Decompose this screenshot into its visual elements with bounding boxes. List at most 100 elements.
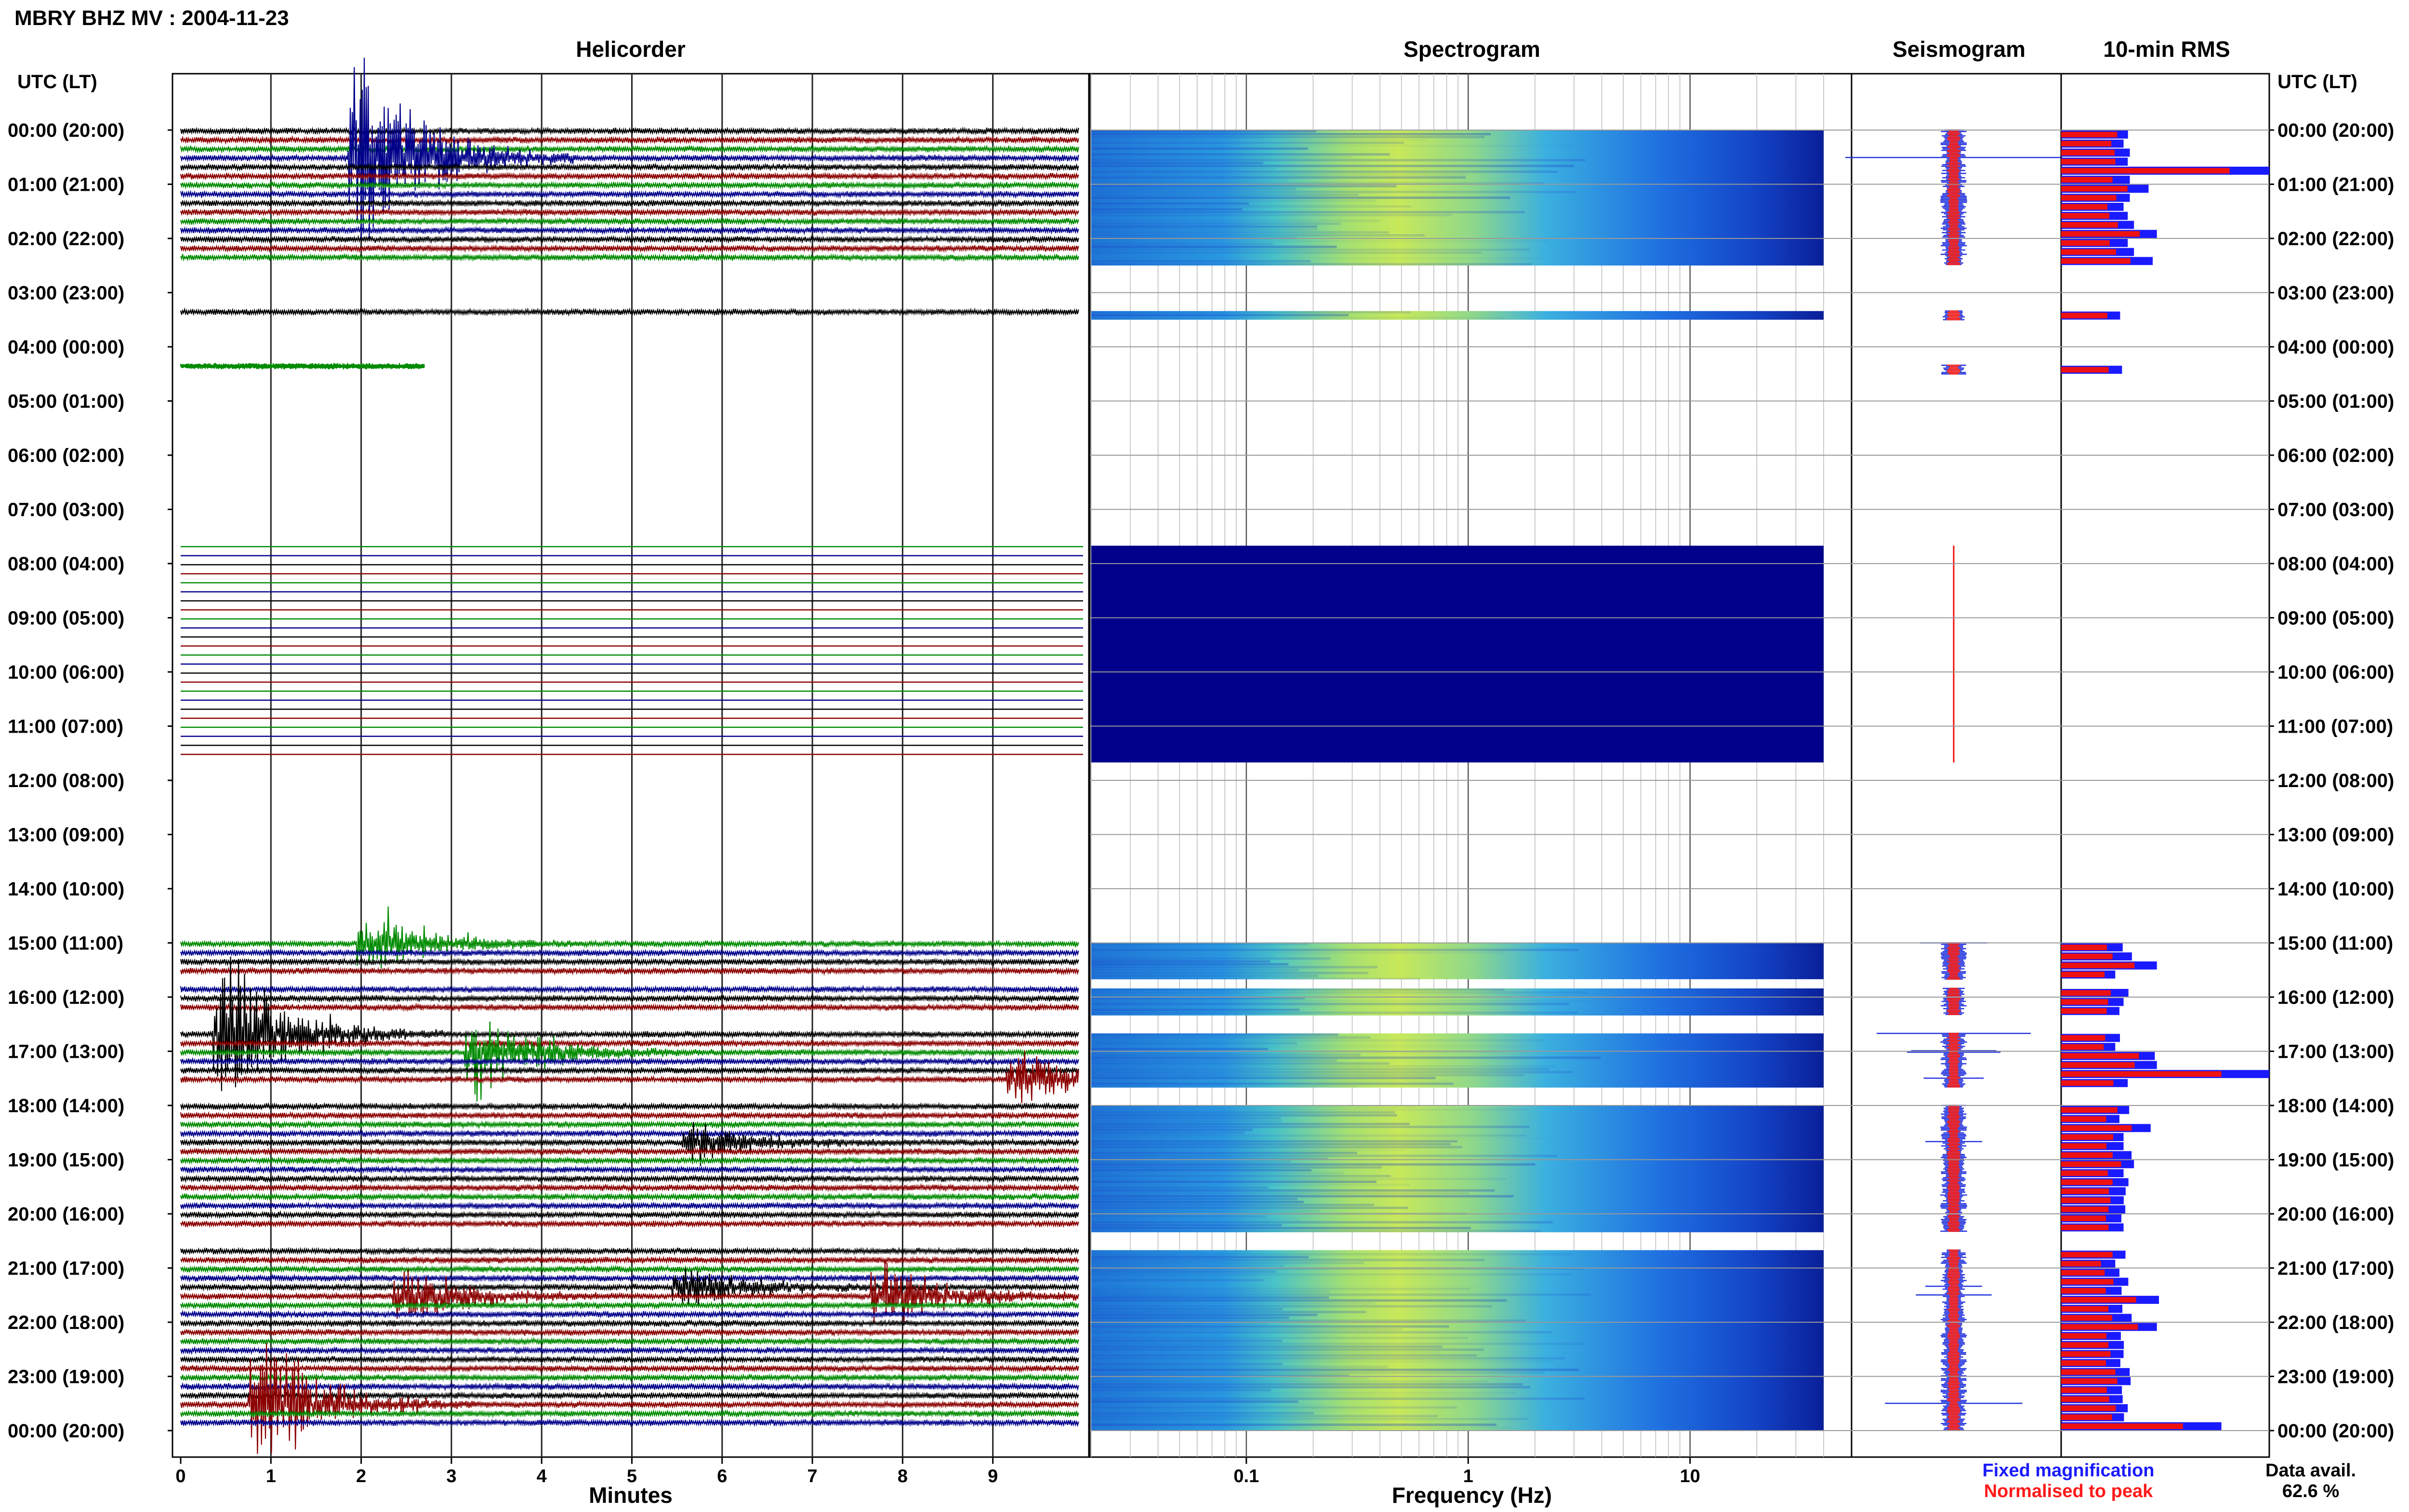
helicorder-trace bbox=[180, 1343, 1079, 1454]
spectrogram-streak bbox=[1091, 1325, 1449, 1328]
spectrogram-streak bbox=[1091, 1392, 1517, 1394]
time-label-left: 06:00 (02:00) bbox=[8, 445, 124, 466]
spectrogram-streak bbox=[1091, 943, 1309, 946]
spectrogram-streak bbox=[1091, 249, 1530, 251]
rms-bar-normalised bbox=[2061, 222, 2118, 228]
rms-bar-normalised bbox=[2061, 168, 2230, 174]
spectrogram-streak bbox=[1091, 1215, 1267, 1218]
rms-bar-normalised bbox=[2061, 1360, 2106, 1366]
seismogram-trace-normalised bbox=[1947, 1033, 1960, 1088]
spectrogram-streak bbox=[1091, 1114, 1397, 1117]
spectrogram-streak bbox=[1091, 1267, 1584, 1270]
rms-bar-normalised bbox=[2061, 186, 2128, 192]
time-label-right: 19:00 (15:00) bbox=[2277, 1150, 2394, 1171]
spectrogram-streak bbox=[1091, 1406, 1457, 1409]
rms-bar-normalised bbox=[2061, 231, 2140, 237]
spectrogram-streak bbox=[1091, 957, 1331, 960]
time-label-left: 08:00 (04:00) bbox=[8, 553, 124, 575]
spectrogram-streak bbox=[1091, 977, 1420, 980]
time-label-right: 01:00 (21:00) bbox=[2277, 174, 2394, 196]
helicorder-trace bbox=[180, 235, 1079, 244]
seismogram-trace-normalised bbox=[1947, 365, 1960, 375]
spectrogram-streak bbox=[1091, 188, 1297, 190]
rms-bar-normalised bbox=[2061, 990, 2111, 996]
spectrogram-streak bbox=[1091, 234, 1425, 237]
hour-gridlines bbox=[168, 129, 2274, 1432]
spectrogram-streak bbox=[1091, 159, 1586, 161]
spectrogram-streak bbox=[1091, 1082, 1454, 1085]
spectrogram-streak bbox=[1091, 1331, 1552, 1334]
helicorder-trace bbox=[180, 162, 1079, 172]
spectrogram-streak bbox=[1091, 179, 1289, 182]
spectrogram-streak bbox=[1091, 1065, 1556, 1068]
spectrogram-streak bbox=[1091, 1143, 1451, 1145]
time-labels: 00:00 (20:00) 00:00 (20:00) 01:00 (21:00) 0… bbox=[8, 120, 2394, 1442]
helicorder-trace bbox=[180, 1174, 1079, 1184]
spectrogram-block bbox=[1091, 130, 1824, 266]
spectrogram-streak bbox=[1091, 1221, 1553, 1223]
spectrogram-tick-label: 1 bbox=[1463, 1466, 1473, 1486]
spectrogram-streak bbox=[1091, 1328, 1403, 1331]
time-label-left: 10:00 (06:00) bbox=[8, 662, 124, 683]
spectrogram-streak bbox=[1091, 1006, 1337, 1008]
spectrogram-streak bbox=[1091, 1129, 1253, 1131]
spectrogram-streak bbox=[1091, 1314, 1318, 1316]
time-label-left: 19:00 (15:00) bbox=[8, 1150, 124, 1171]
spectrogram-streak bbox=[1091, 1163, 1535, 1166]
rms-bars bbox=[2061, 131, 2269, 1431]
spectrogram-streak bbox=[1091, 1085, 1358, 1088]
time-label-right: 23:00 (19:00) bbox=[2277, 1367, 2394, 1388]
seismogram-title: Seismogram bbox=[1893, 37, 2025, 62]
spectrogram-block bbox=[1091, 988, 1824, 1016]
spectrogram-streak bbox=[1091, 194, 1359, 196]
rms-bar-normalised bbox=[2061, 240, 2110, 246]
rms-bar-normalised bbox=[2061, 1378, 2118, 1384]
spectrogram-streak bbox=[1091, 314, 1349, 316]
spectrogram-streak bbox=[1091, 948, 1579, 951]
helicorder-trace bbox=[180, 948, 1079, 958]
rms-bar-normalised bbox=[2061, 141, 2112, 146]
rms-bar-normalised bbox=[2061, 1170, 2108, 1176]
time-label-right: 10:00 (06:00) bbox=[2277, 662, 2394, 683]
spectrogram-xlabel: Frequency (Hz) bbox=[1392, 1483, 1552, 1508]
time-label-right: 21:00 (17:00) bbox=[2277, 1258, 2394, 1279]
spectrogram-streak bbox=[1091, 1394, 1499, 1397]
time-label-left: 03:00 (23:00) bbox=[8, 283, 124, 304]
time-label-right: 00:00 (20:00) bbox=[2277, 1420, 2394, 1442]
helicorder-trace bbox=[180, 1156, 1079, 1166]
rms-bar-normalised bbox=[2061, 1161, 2121, 1167]
helicorder-trace bbox=[180, 1066, 1079, 1076]
spectrogram-streak bbox=[1091, 1077, 1436, 1079]
helicorder-tick-label: 2 bbox=[356, 1466, 366, 1486]
spectrogram-streak bbox=[1091, 1276, 1475, 1278]
helicorder-trace bbox=[180, 1318, 1079, 1328]
helicorder-trace bbox=[180, 985, 1079, 994]
spectrogram-streak bbox=[1091, 1131, 1245, 1134]
helicorder-trace bbox=[180, 135, 1079, 145]
helicorder-trace bbox=[180, 1129, 1079, 1138]
spectrogram-streak bbox=[1091, 1264, 1284, 1267]
spectrogram-streak bbox=[1091, 142, 1404, 144]
spectrogram-streak bbox=[1091, 1033, 1338, 1036]
spectrogram-streak bbox=[1091, 1210, 1319, 1212]
spectrogram-streak bbox=[1091, 162, 1263, 164]
spectrogram-streak bbox=[1091, 1048, 1268, 1051]
spectrogram-streak bbox=[1091, 1166, 1382, 1169]
time-label-left: 20:00 (16:00) bbox=[8, 1204, 124, 1225]
rms-bar-normalised bbox=[2061, 1143, 2106, 1149]
spectrogram-streak bbox=[1091, 1354, 1477, 1357]
spectrogram-streak bbox=[1091, 1366, 1388, 1368]
spectrogram-streak bbox=[1091, 197, 1510, 199]
spectrogram-tick-label: 10 bbox=[1680, 1466, 1700, 1486]
time-label-right: 07:00 (03:00) bbox=[2277, 500, 2394, 521]
spectrogram-streak bbox=[1091, 156, 1353, 158]
time-label-right: 14:00 (10:00) bbox=[2277, 879, 2394, 900]
rms-bar-normalised bbox=[2061, 1071, 2222, 1077]
rms-bar-normalised bbox=[2061, 972, 2105, 977]
spectrogram-streak bbox=[1091, 1426, 1512, 1429]
time-label-left: 00:00 (20:00) bbox=[8, 1420, 124, 1442]
helicorder-trace bbox=[180, 171, 1079, 181]
spectrogram-streak bbox=[1091, 176, 1466, 179]
spectrogram-streak bbox=[1091, 1105, 1416, 1108]
